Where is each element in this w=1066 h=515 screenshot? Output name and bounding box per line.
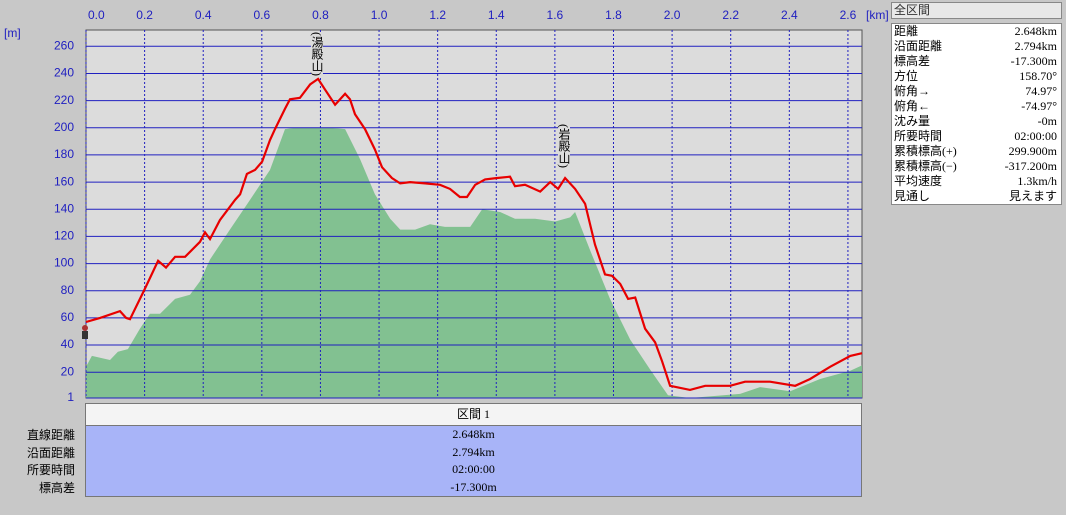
row-label: 距離 — [894, 24, 919, 38]
row-label: 見通し — [894, 189, 931, 203]
row-label: 累積標高(−) — [894, 159, 957, 173]
section-value: 2.648km — [452, 427, 495, 441]
summary-row: 平均速度 1.3km/h — [892, 174, 1061, 189]
summary-row: 累積標高(−) -317.200m — [892, 159, 1061, 174]
summary-table: 距離 2.648km 沿面距離 2.794km 標高差 -17.300m 方位 158.70°… — [891, 23, 1062, 205]
x-tick-label: 1.8 — [605, 8, 622, 22]
x-tick-label: 2.2 — [722, 8, 739, 22]
x-tick-label: 2.6 — [840, 8, 857, 22]
y-tick-label: 140 — [54, 201, 74, 215]
summary-row: 沈み量 -0m — [892, 114, 1061, 129]
x-tick-label: 2.4 — [781, 8, 798, 22]
row-value: -317.200m — [1004, 159, 1057, 173]
row-label: 沿面距離 — [894, 39, 943, 53]
y-tick-label: 60 — [61, 310, 75, 324]
x-tick-label: 2.0 — [664, 8, 681, 22]
row-label: 俯角→ — [894, 84, 931, 98]
x-tick-label: 0.4 — [195, 8, 212, 22]
row-value: 見えます — [1008, 189, 1057, 203]
summary-panel: 全区間 距離 2.648km 沿面距離 2.794km 標高差 -17.300m 方位 158… — [891, 2, 1062, 205]
y-tick-label: 80 — [61, 283, 75, 297]
x-tick-label: 0.2 — [136, 8, 153, 22]
row-value: 158.70° — [1019, 69, 1057, 83]
row-value: 2.648km — [1014, 24, 1057, 38]
section-label: 標高差 — [38, 480, 75, 495]
section-label: 直線距離 — [26, 428, 75, 442]
x-tick-label: 1.0 — [371, 8, 388, 22]
section-table: 区間 1 2.648km 2.794km 02:00:00 -17.300m — [85, 403, 862, 497]
section-value: 2.794km — [452, 444, 495, 459]
y-tick-label: 120 — [54, 229, 74, 243]
x-tick-label: 1.6 — [547, 8, 564, 22]
summary-row: 沿面距離 2.794km — [892, 39, 1061, 54]
row-label: 俯角← — [894, 99, 931, 113]
y-tick-label: 100 — [54, 256, 74, 270]
summary-row: 俯角→ 74.97° — [892, 84, 1061, 99]
summary-row: 見通し 見えます — [892, 189, 1061, 204]
y-tick-label: 260 — [54, 38, 74, 52]
row-value: -0m — [1037, 114, 1057, 128]
y-tick-label: 200 — [54, 120, 74, 134]
row-value: -17.300m — [1010, 54, 1057, 68]
elevation-line — [85, 77, 863, 392]
y-tick-label: 240 — [54, 66, 74, 80]
row-label: 方位 — [894, 69, 919, 83]
summary-row: 方位 158.70° — [892, 69, 1061, 84]
y-axis-label: [m] — [4, 26, 21, 40]
section-label: 所要時間 — [26, 463, 75, 477]
peak-label: (湯殿山) — [310, 32, 324, 76]
x-axis-label: [km] — [866, 8, 889, 22]
grid — [85, 30, 862, 399]
y-tick-label: 160 — [54, 174, 74, 188]
y-tick-label: 1 — [67, 390, 74, 404]
peak-label: (岩殿山) — [557, 124, 571, 168]
row-label: 所要時間 — [894, 129, 943, 143]
section-value: -17.300m — [450, 479, 497, 494]
section-label: 沿面距離 — [26, 445, 75, 460]
y-tick-label: 20 — [61, 364, 75, 378]
row-value: 2.794km — [1014, 39, 1057, 53]
row-value: 299.900m — [1008, 144, 1057, 158]
y-tick-label: 220 — [54, 93, 74, 107]
x-tick-label: 0.8 — [312, 8, 329, 22]
summary-row: 累積標高(+) 299.900m — [892, 144, 1061, 159]
summary-row: 標高差 -17.300m — [892, 54, 1061, 69]
section-value: 02:00:00 — [452, 462, 495, 476]
row-value: 74.97° — [1025, 84, 1057, 98]
x-tick-label: 0.0 — [88, 8, 105, 22]
row-label: 累積標高(+) — [894, 144, 957, 158]
panel-title[interactable]: 全区間 — [891, 2, 1062, 19]
summary-row: 所要時間 02:00:00 — [892, 129, 1061, 144]
y-tick-label: 180 — [54, 147, 74, 161]
row-value: 02:00:00 — [1014, 129, 1057, 143]
row-label: 標高差 — [894, 54, 931, 68]
walker-icon — [82, 325, 88, 339]
x-tick-label: 1.2 — [429, 8, 446, 22]
terrain-area — [86, 127, 862, 399]
row-value: 1.3km/h — [1017, 174, 1057, 188]
row-label: 沈み量 — [894, 114, 931, 128]
section-header[interactable]: 区間 1 — [85, 403, 862, 426]
summary-row: 俯角← -74.97° — [892, 99, 1061, 114]
summary-row: 距離 2.648km — [892, 24, 1061, 39]
section-body: 2.648km 2.794km 02:00:00 -17.300m — [85, 426, 862, 497]
x-tick-label: 0.6 — [253, 8, 270, 22]
row-label: 平均速度 — [894, 174, 943, 188]
x-tick-label: 1.4 — [488, 8, 505, 22]
row-value: -74.97° — [1021, 99, 1057, 113]
y-tick-label: 40 — [61, 337, 75, 351]
